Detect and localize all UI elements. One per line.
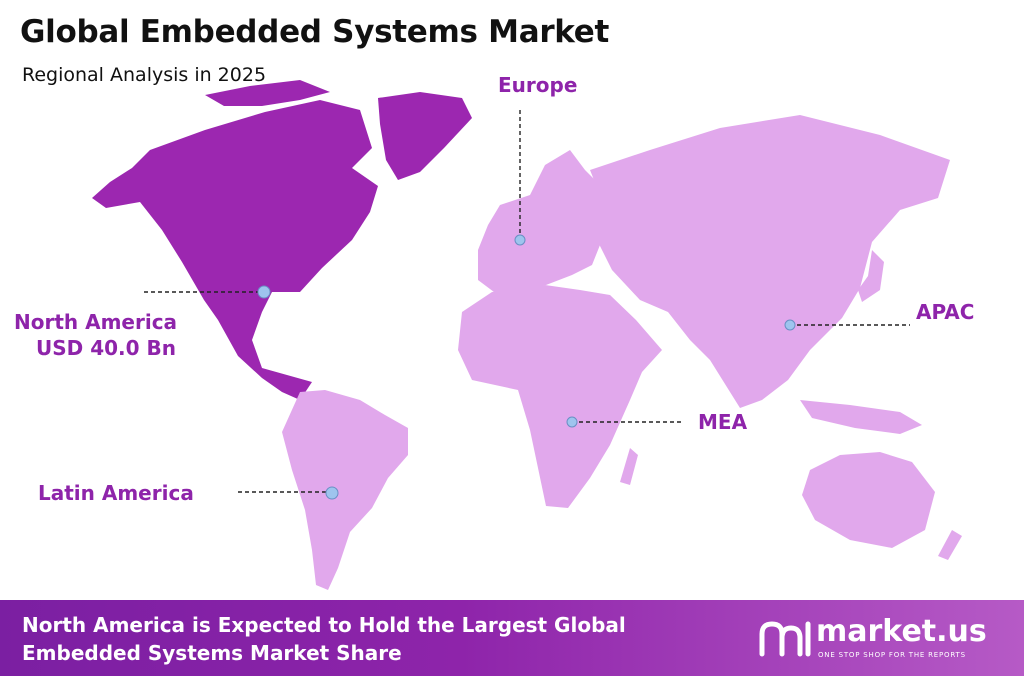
brand-name: market.us <box>816 614 987 649</box>
madagascar-shape <box>620 448 638 485</box>
mea-marker <box>566 416 578 428</box>
latin-america-label: Latin America <box>38 481 194 505</box>
apac-marker <box>784 319 796 331</box>
north-america-name: North America <box>14 310 178 334</box>
japan-shape <box>858 250 884 302</box>
asia-shape <box>590 115 950 408</box>
north-america-shape <box>92 80 472 400</box>
australia-shape <box>802 452 935 548</box>
southeast-asia-islands-shape <box>800 400 922 434</box>
africa-shape <box>458 285 662 508</box>
mea-label: MEA <box>698 410 748 434</box>
latin-america-shape <box>282 390 408 590</box>
footer-message: North America is Expected to Hold the La… <box>22 611 626 667</box>
apac-label: APAC <box>916 300 975 324</box>
north-america-marker <box>257 285 271 299</box>
north-america-label: North America USD 40.0 Bn <box>14 309 177 361</box>
north-america-value: USD 40.0 Bn <box>36 336 176 360</box>
footer-line-2: Embedded Systems Market Share <box>22 641 402 665</box>
market-us-logo-icon <box>759 621 811 657</box>
europe-label: Europe <box>498 73 578 97</box>
page-subtitle: Regional Analysis in 2025 <box>22 64 267 86</box>
new-zealand-shape <box>938 530 962 560</box>
europe-marker <box>514 234 526 246</box>
brand-tagline: ONE STOP SHOP FOR THE REPORTS <box>818 651 966 659</box>
footer-banner: North America is Expected to Hold the La… <box>0 600 1024 676</box>
world-map <box>92 80 962 590</box>
footer-line-1: North America is Expected to Hold the La… <box>22 613 626 637</box>
brand-logo-block: market.us ONE STOP SHOP FOR THE REPORTS <box>758 614 998 664</box>
page-title: Global Embedded Systems Market <box>20 14 610 50</box>
latin-america-marker <box>325 486 339 500</box>
europe-shape <box>478 150 610 292</box>
